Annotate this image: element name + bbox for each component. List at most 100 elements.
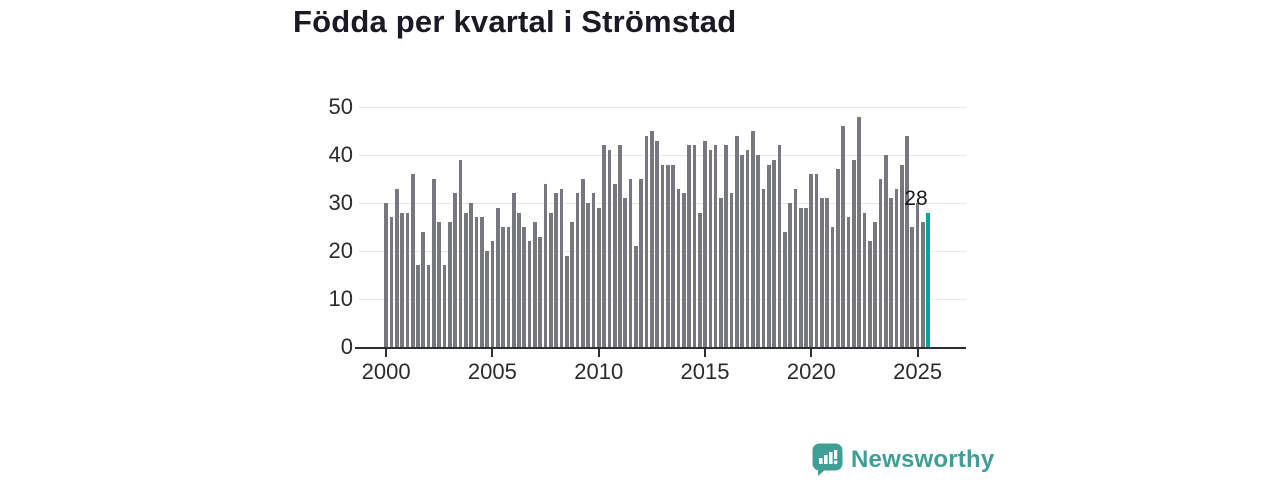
bar-quarter [586,203,590,347]
x-axis-tick-label: 2020 [786,359,836,384]
bar-quarter [830,227,835,347]
bar-quarter [766,164,771,347]
bar-quarter [687,145,691,347]
bar-quarter [729,193,734,347]
x-axis-tick-label: 2025 [893,359,943,384]
bar-quarter [474,217,479,347]
x-axis-tick [491,349,494,357]
bar-quarter [453,193,458,347]
bar-quarter [469,203,473,347]
bar-quarter [612,183,617,347]
bar-quarter [899,164,904,347]
bar-quarter [405,212,410,347]
newsworthy-logo: Newsworthy [812,443,994,476]
x-axis-tick [385,349,388,357]
bar-quarter [889,198,893,347]
bar-quarter [463,212,468,347]
bar-quarter [495,207,500,347]
bar-quarter [511,193,516,347]
bar-quarter [533,222,537,347]
bar-quarter [724,145,729,347]
bar-quarter [628,179,633,347]
bar-quarter [559,188,564,347]
bar-quarter [501,227,505,347]
bar-quarter [410,174,415,347]
x-axis-line [355,347,966,349]
bar-quarter [655,140,660,347]
chart-title: Födda per kvartal i Strömstad [293,4,737,39]
bar-quarter [602,145,606,347]
bar-quarter [703,140,707,347]
bar-quarter [416,265,420,347]
bar-quarter [756,155,761,347]
newsworthy-logo-text: Newsworthy [851,445,995,473]
bar-quarter [740,155,745,347]
bar-quarter [852,159,856,347]
bar-quarter [479,217,484,347]
bar-quarter [910,227,915,347]
last-value-label: 28 [904,186,928,210]
bar-quarter [485,251,489,347]
bar-quarter [426,265,431,347]
bar-quarter [634,246,638,347]
bar-quarter [745,150,750,347]
bar-quarter [820,198,824,347]
x-axis-tick-label: 2005 [467,359,517,384]
bar-quarter [442,265,447,347]
bar-quarter [543,183,548,347]
bar-quarter [607,150,612,347]
x-axis-tick [916,349,919,357]
bar-quarter [639,179,644,347]
bar-quarter [618,145,622,347]
bar-quarter [458,159,463,347]
bar-quarter [437,222,442,347]
bar-quarter [905,135,909,347]
bar-quarter [857,116,862,347]
x-axis-tick [704,349,707,357]
y-gridline [359,155,966,156]
bar-quarter [660,164,665,347]
bar-quarter [878,179,883,347]
y-axis-tick-label: 10 [328,286,353,311]
bar-quarter [772,159,776,347]
bar-quarter [517,212,521,347]
bar-quarter [692,145,697,347]
y-axis-tick-label: 50 [328,94,353,119]
bar-quarter [522,227,527,347]
x-axis-tick-label: 2010 [574,359,624,384]
bar-quarter [527,241,532,347]
bar-quarter [665,164,670,347]
bar-quarter [751,131,755,347]
bar-quarter [846,217,851,347]
bar-quarter [708,150,713,347]
bar-quarter [697,212,702,347]
bar-quarter [798,207,803,347]
bar-quarter [389,217,394,347]
bar-quarter [384,203,388,347]
y-axis-tick-label: 0 [340,334,353,359]
bar-quarter [782,231,787,347]
bar-quarter [490,241,495,347]
bar-quarter [788,203,792,347]
bar-quarter [421,231,426,347]
bar-quarter [506,227,511,347]
bar-quarter [650,131,654,347]
newsworthy-icon [812,443,843,476]
y-axis-tick-label: 30 [328,190,353,215]
bar-quarter [549,212,553,347]
bar-quarter [793,188,798,347]
bar-quarter [591,193,596,347]
bar-quarter-highlighted [926,212,931,347]
bar-quarter [394,188,399,347]
bar-quarter [883,155,888,347]
bar-quarter [809,174,814,347]
bar-quarter [814,174,819,347]
bar-quarter [777,145,782,347]
bar-quarter [644,135,649,347]
bar-quarter [873,222,877,347]
bar-quarter [564,255,569,347]
bar-quarter [862,212,867,347]
x-axis-tick [597,349,600,357]
